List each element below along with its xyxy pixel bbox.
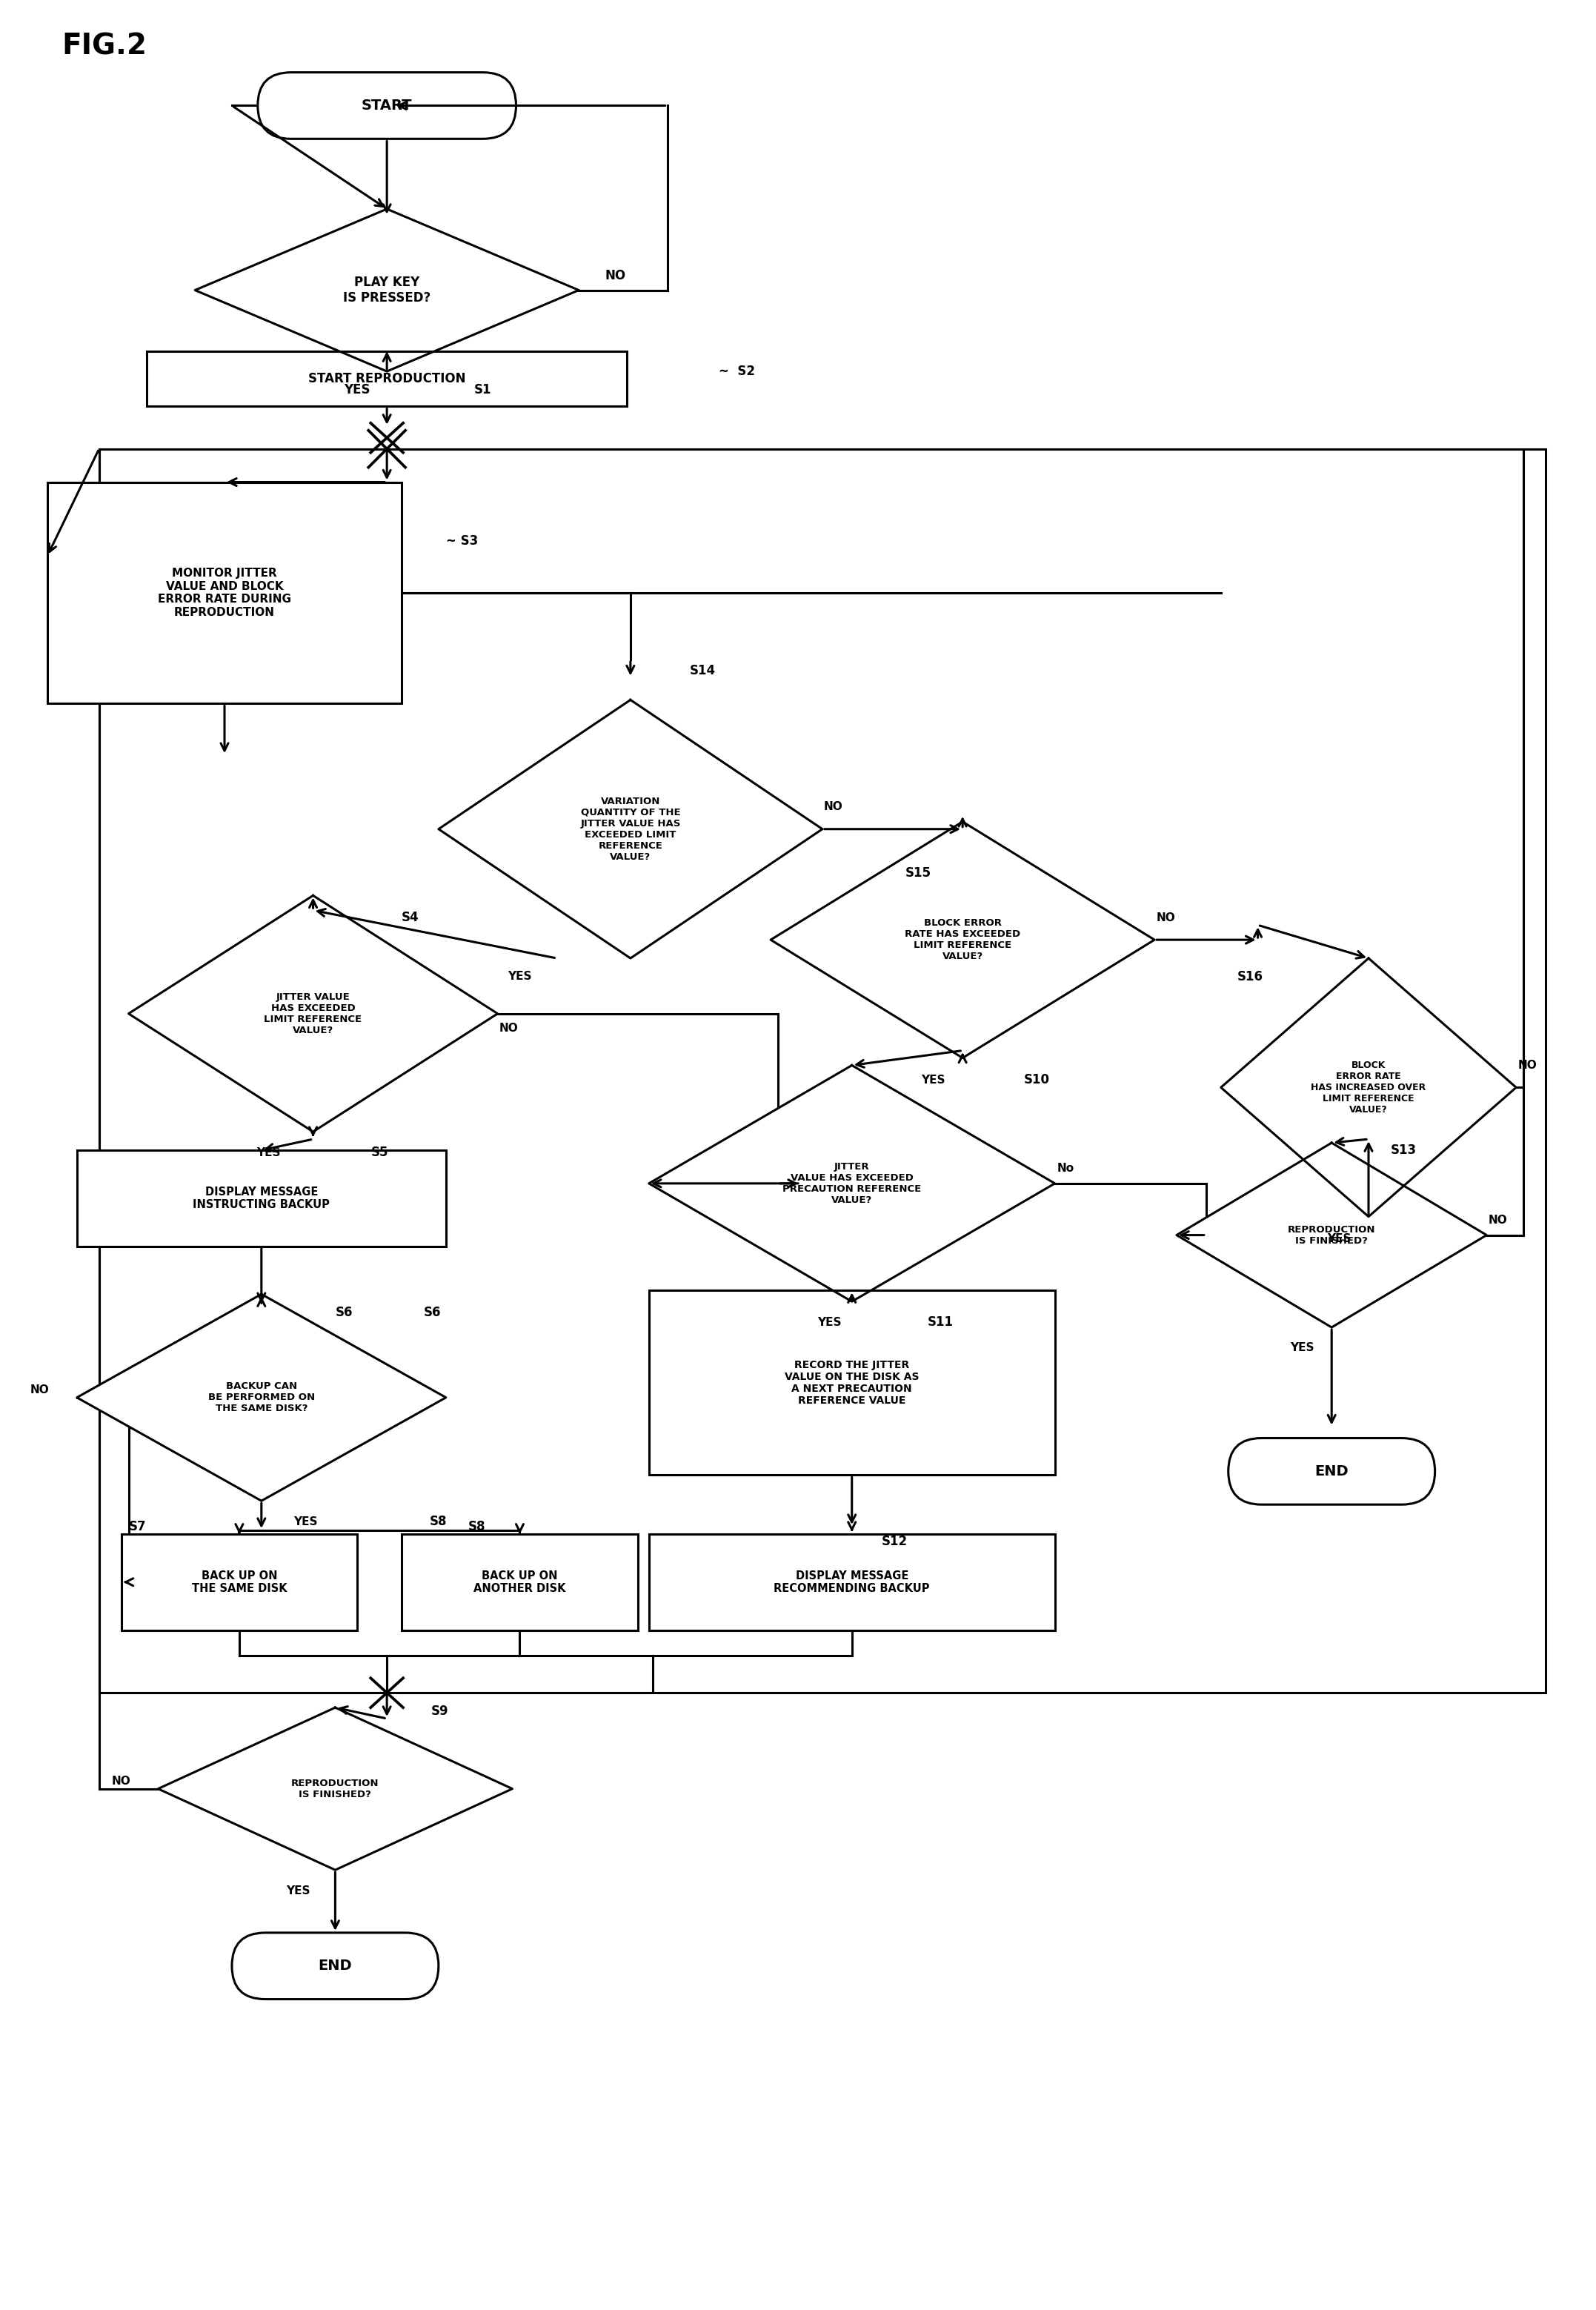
- Text: S4: S4: [402, 910, 420, 924]
- Text: S14: S14: [689, 663, 715, 677]
- Text: DISPLAY MESSAGE
RECOMMENDING BACKUP: DISPLAY MESSAGE RECOMMENDING BACKUP: [774, 1571, 930, 1594]
- Text: START: START: [362, 99, 412, 113]
- Text: BACK UP ON
THE SAME DISK: BACK UP ON THE SAME DISK: [192, 1571, 287, 1594]
- Text: JITTER
VALUE HAS EXCEEDED
PRECAUTION REFERENCE
VALUE?: JITTER VALUE HAS EXCEEDED PRECAUTION REF…: [782, 1162, 921, 1206]
- Text: S6: S6: [335, 1305, 353, 1319]
- Polygon shape: [195, 208, 579, 372]
- Text: YES: YES: [508, 970, 531, 982]
- Text: NO: NO: [112, 1776, 131, 1788]
- FancyBboxPatch shape: [257, 72, 516, 139]
- Text: NO: NO: [30, 1384, 49, 1395]
- Text: S6: S6: [425, 1305, 440, 1319]
- Text: S13: S13: [1390, 1143, 1417, 1157]
- Text: NO: NO: [1518, 1060, 1537, 1072]
- Text: YES: YES: [921, 1074, 945, 1086]
- Text: S15: S15: [905, 866, 932, 880]
- Text: S8: S8: [429, 1515, 447, 1529]
- Bar: [147, 351, 627, 407]
- Text: NO: NO: [500, 1023, 519, 1035]
- Text: MONITOR JITTER
VALUE AND BLOCK
ERROR RATE DURING
REPRODUCTION: MONITOR JITTER VALUE AND BLOCK ERROR RAT…: [158, 568, 290, 617]
- Text: YES: YES: [286, 1885, 310, 1897]
- Text: NO: NO: [605, 268, 626, 282]
- Text: BACK UP ON
ANOTHER DISK: BACK UP ON ANOTHER DISK: [474, 1571, 567, 1594]
- FancyBboxPatch shape: [1229, 1439, 1435, 1504]
- Text: ~ S3: ~ S3: [445, 534, 477, 547]
- Polygon shape: [1221, 959, 1516, 1217]
- Text: YES: YES: [257, 1146, 281, 1157]
- Text: START REPRODUCTION: START REPRODUCTION: [308, 372, 466, 386]
- Polygon shape: [158, 1707, 512, 1871]
- Text: ~  S2: ~ S2: [720, 365, 755, 379]
- Polygon shape: [77, 1294, 445, 1502]
- Bar: [402, 1534, 638, 1631]
- Text: END: END: [318, 1959, 353, 1973]
- Text: REPRODUCTION
IS FINISHED?: REPRODUCTION IS FINISHED?: [1288, 1224, 1376, 1245]
- Text: S12: S12: [881, 1534, 908, 1548]
- Polygon shape: [771, 822, 1154, 1058]
- Text: YES: YES: [817, 1317, 841, 1328]
- Text: NO: NO: [1487, 1215, 1507, 1227]
- Text: REPRODUCTION
IS FINISHED?: REPRODUCTION IS FINISHED?: [292, 1779, 380, 1799]
- Text: NO: NO: [824, 802, 843, 813]
- Bar: [99, 448, 1545, 1693]
- Text: S5: S5: [370, 1146, 388, 1160]
- Bar: [48, 483, 402, 705]
- Bar: [121, 1534, 358, 1631]
- Text: S9: S9: [431, 1705, 448, 1719]
- Text: RECORD THE JITTER
VALUE ON THE DISK AS
A NEXT PRECAUTION
REFERENCE VALUE: RECORD THE JITTER VALUE ON THE DISK AS A…: [785, 1361, 919, 1407]
- Text: YES: YES: [1290, 1342, 1314, 1354]
- Text: YES: YES: [1326, 1234, 1352, 1245]
- Polygon shape: [650, 1065, 1055, 1301]
- Text: DISPLAY MESSAGE
INSTRUCTING BACKUP: DISPLAY MESSAGE INSTRUCTING BACKUP: [193, 1185, 330, 1210]
- Polygon shape: [1176, 1143, 1486, 1328]
- Text: S8: S8: [468, 1520, 485, 1534]
- Text: S16: S16: [1237, 970, 1264, 984]
- Text: BACKUP CAN
BE PERFORMED ON
THE SAME DISK?: BACKUP CAN BE PERFORMED ON THE SAME DISK…: [207, 1381, 314, 1414]
- Bar: [77, 1150, 445, 1245]
- Text: VARIATION
QUANTITY OF THE
JITTER VALUE HAS
EXCEEDED LIMIT
REFERENCE
VALUE?: VARIATION QUANTITY OF THE JITTER VALUE H…: [581, 797, 680, 862]
- Text: YES: YES: [345, 383, 370, 397]
- Text: JITTER VALUE
HAS EXCEEDED
LIMIT REFERENCE
VALUE?: JITTER VALUE HAS EXCEEDED LIMIT REFERENC…: [263, 991, 362, 1035]
- Bar: [650, 1291, 1055, 1476]
- Text: BLOCK ERROR
RATE HAS EXCEEDED
LIMIT REFERENCE
VALUE?: BLOCK ERROR RATE HAS EXCEEDED LIMIT REFE…: [905, 919, 1020, 961]
- Text: END: END: [1315, 1465, 1349, 1478]
- Text: NO: NO: [1156, 912, 1175, 924]
- Text: S1: S1: [474, 383, 492, 397]
- Text: PLAY KEY
IS PRESSED?: PLAY KEY IS PRESSED?: [343, 275, 431, 305]
- Text: S7: S7: [129, 1520, 147, 1534]
- Text: No: No: [1058, 1164, 1074, 1173]
- Text: YES: YES: [294, 1515, 318, 1527]
- Polygon shape: [439, 700, 822, 959]
- FancyBboxPatch shape: [231, 1933, 439, 1998]
- Text: S10: S10: [1023, 1074, 1049, 1086]
- Polygon shape: [129, 896, 498, 1132]
- Text: BLOCK
ERROR RATE
HAS INCREASED OVER
LIMIT REFERENCE
VALUE?: BLOCK ERROR RATE HAS INCREASED OVER LIMI…: [1310, 1060, 1427, 1113]
- Text: S11: S11: [927, 1314, 953, 1328]
- Text: FIG.2: FIG.2: [62, 32, 147, 60]
- Bar: [650, 1534, 1055, 1631]
